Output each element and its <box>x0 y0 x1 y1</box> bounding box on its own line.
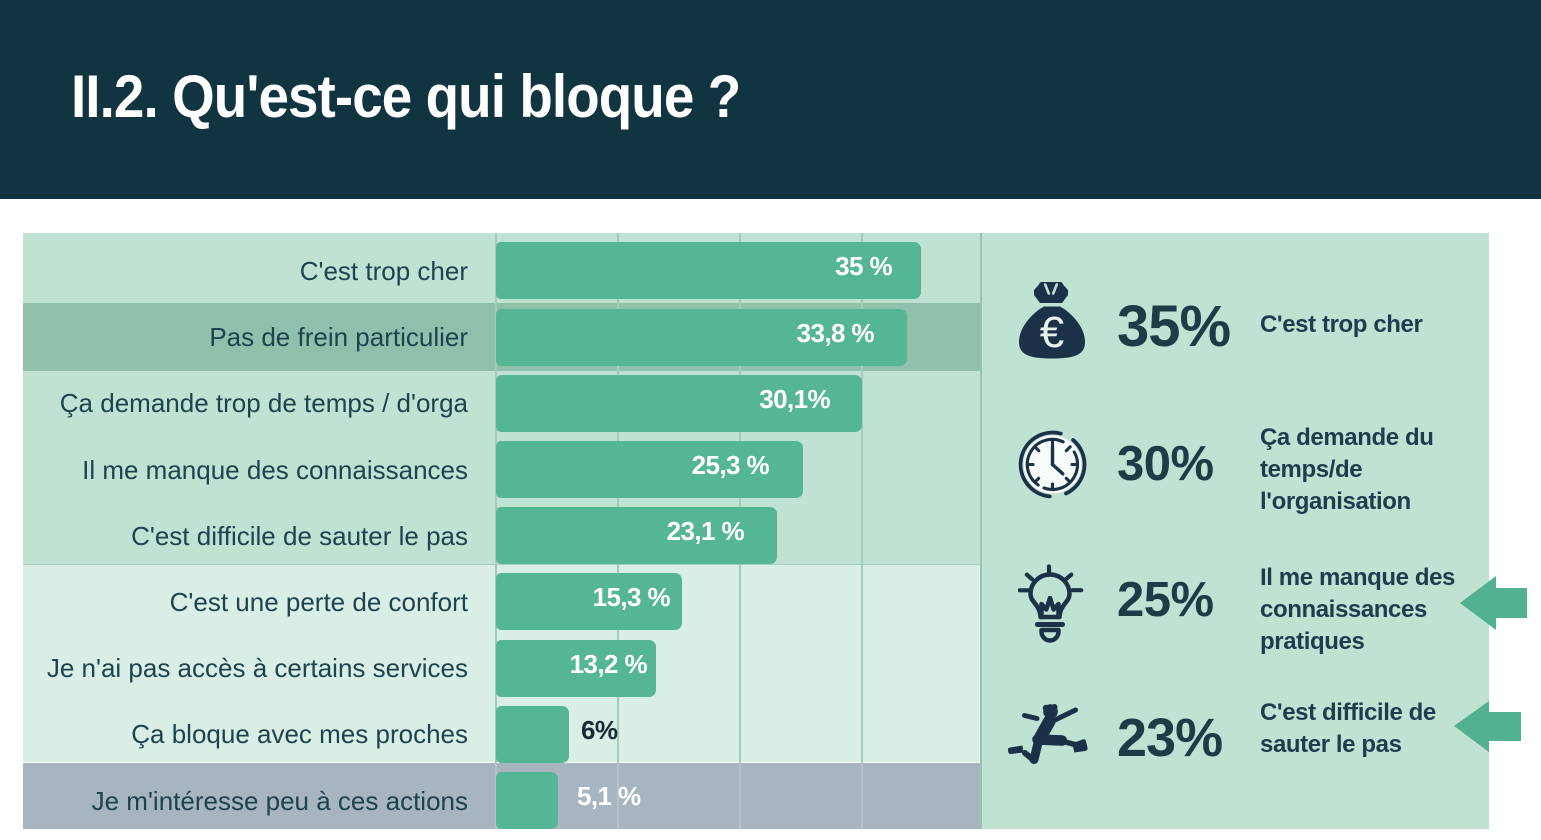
svg-text:€: € <box>1040 308 1064 357</box>
